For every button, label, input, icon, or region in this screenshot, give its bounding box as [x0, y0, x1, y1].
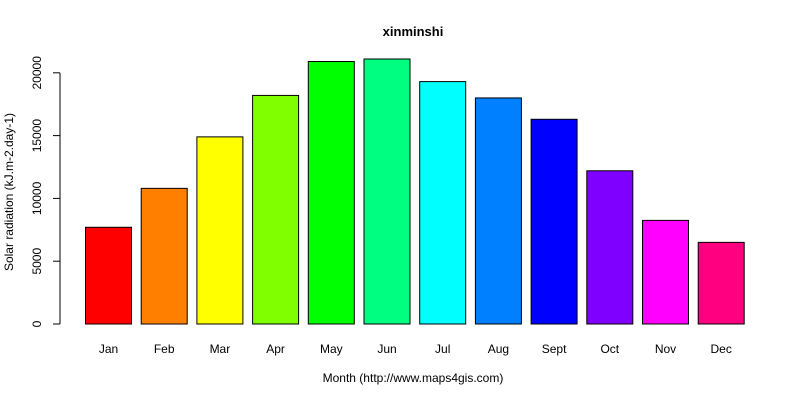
y-tick-label: 5000: [30, 248, 44, 275]
y-axis-label: Solar radiation (kJ.m-2.day-1): [2, 113, 16, 271]
bar-dec: [697, 241, 745, 325]
bar-apr: [252, 94, 300, 325]
bar-feb: [140, 187, 188, 325]
x-tick-label: Oct: [600, 342, 619, 356]
y-tick-label: 0: [30, 320, 44, 327]
x-tick-label: Feb: [154, 342, 175, 356]
bar-mar: [196, 136, 244, 325]
x-tick-label: Dec: [711, 342, 732, 356]
bar-aug: [474, 97, 522, 325]
bar-nov: [642, 219, 689, 325]
x-tick-label: Mar: [210, 342, 231, 356]
x-tick-label: Jul: [435, 342, 450, 356]
chart-title: xinminshi: [383, 24, 444, 39]
bar-may: [307, 61, 355, 325]
x-tick-label: Jan: [99, 342, 118, 356]
x-tick-label: Nov: [655, 342, 676, 356]
x-tick-label: Sept: [542, 342, 567, 356]
bar-jul: [419, 81, 467, 325]
y-tick-label: 20000: [30, 56, 44, 90]
bar-jan: [85, 226, 132, 325]
x-tick-label: Apr: [266, 342, 285, 356]
y-axis: 0 5000 10000 15000 20000: [30, 56, 61, 327]
y-tick-label: 10000: [30, 181, 44, 215]
x-tick-label: May: [320, 342, 343, 356]
bars: [85, 58, 745, 325]
bar-oct: [586, 170, 634, 325]
x-tick-label: Aug: [488, 342, 509, 356]
x-tick-labels: Jan Feb Mar Apr May Jun Jul Aug Sept Oct Nov Dec: [99, 342, 732, 356]
bar-jun: [363, 58, 411, 325]
x-tick-label: Jun: [377, 342, 396, 356]
bar-sept: [530, 118, 578, 325]
y-tick-label: 15000: [30, 119, 44, 153]
x-axis-label: Month (http://www.maps4gis.com): [323, 371, 504, 385]
